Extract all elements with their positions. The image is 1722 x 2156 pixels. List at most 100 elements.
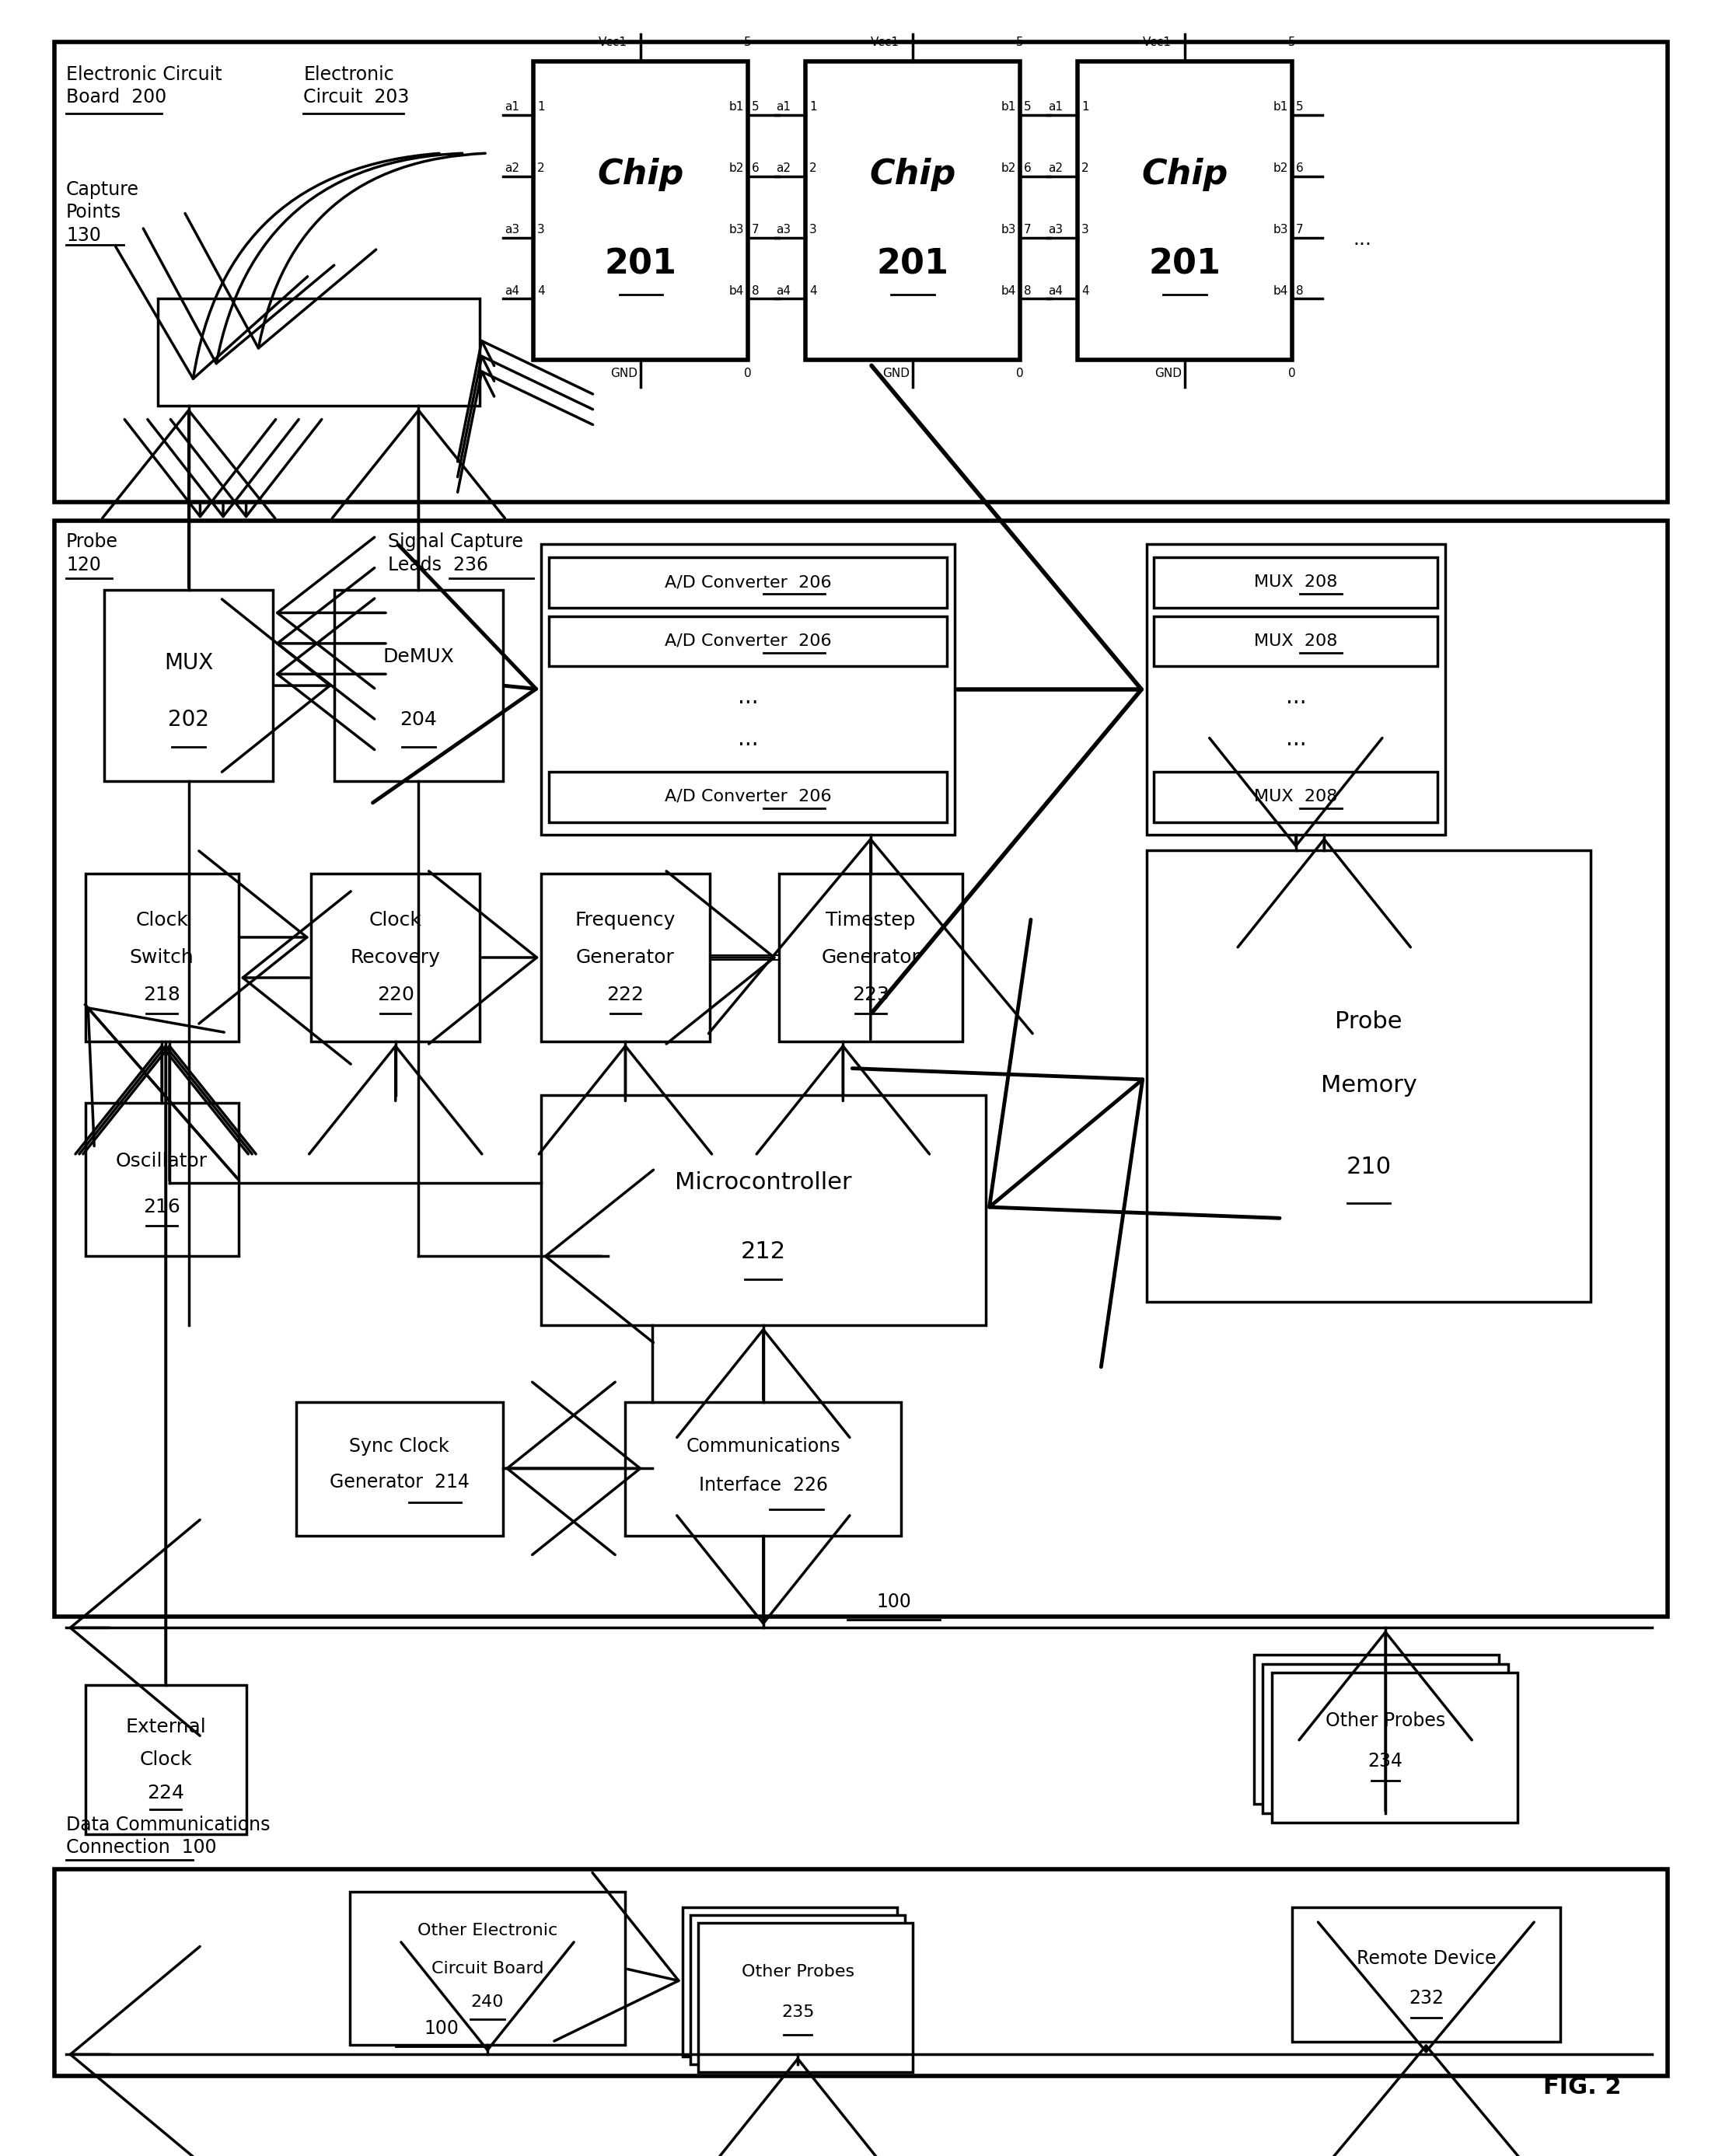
Text: Connection  100: Connection 100 — [65, 1839, 217, 1856]
Text: b3: b3 — [1000, 224, 1016, 235]
Bar — [84, 1686, 246, 1835]
Text: a2: a2 — [777, 162, 790, 175]
Bar — [541, 873, 709, 1041]
Text: Microcontroller: Microcontroller — [675, 1171, 852, 1194]
Text: Leads  236: Leads 236 — [387, 556, 487, 573]
Text: 224: 224 — [146, 1783, 184, 1802]
Text: Clock: Clock — [139, 1751, 193, 1770]
Text: Electronic Circuit: Electronic Circuit — [65, 65, 222, 84]
Bar — [697, 1923, 913, 2072]
Text: Remote Device: Remote Device — [1357, 1949, 1496, 1968]
Text: Signal Capture: Signal Capture — [387, 533, 523, 552]
Text: 218: 218 — [143, 985, 181, 1005]
Text: 100: 100 — [876, 1593, 911, 1611]
Text: 5: 5 — [1288, 37, 1295, 47]
Text: Other Probes: Other Probes — [742, 1964, 854, 1979]
Text: External: External — [126, 1718, 207, 1736]
Text: Probe: Probe — [65, 533, 119, 552]
Text: 204: 204 — [400, 711, 437, 729]
Text: 7: 7 — [1025, 224, 1031, 235]
Text: A/D Converter  206: A/D Converter 206 — [665, 789, 832, 804]
Text: b1: b1 — [1000, 101, 1016, 112]
Text: Generator: Generator — [577, 949, 675, 966]
Text: Chip: Chip — [1142, 157, 1228, 192]
Text: a1: a1 — [777, 101, 790, 112]
Bar — [1154, 617, 1438, 666]
Text: 3: 3 — [809, 224, 816, 235]
Text: Other Electronic: Other Electronic — [417, 1923, 558, 1938]
Text: Clock: Clock — [136, 912, 188, 929]
Bar — [1292, 1908, 1560, 2042]
Text: 212: 212 — [740, 1240, 785, 1263]
Text: 6: 6 — [1025, 162, 1031, 175]
Text: a4: a4 — [777, 285, 790, 298]
Text: Circuit  203: Circuit 203 — [303, 88, 410, 108]
Text: GND: GND — [610, 369, 637, 379]
Bar — [1273, 1673, 1517, 1822]
Text: 201: 201 — [604, 248, 677, 280]
Bar — [549, 772, 947, 821]
Text: 2: 2 — [809, 162, 816, 175]
Text: 8: 8 — [1025, 285, 1031, 298]
Text: a1: a1 — [505, 101, 518, 112]
Bar — [1154, 558, 1438, 608]
Bar — [778, 873, 963, 1041]
Bar — [549, 617, 947, 666]
Text: A/D Converter  206: A/D Converter 206 — [665, 634, 832, 649]
Text: a4: a4 — [1049, 285, 1062, 298]
Text: ...: ... — [1286, 729, 1307, 750]
Text: 5: 5 — [744, 37, 751, 47]
Bar — [105, 591, 272, 780]
Text: b1: b1 — [1273, 101, 1288, 112]
Text: MUX  208: MUX 208 — [1254, 634, 1338, 649]
Text: Communications: Communications — [685, 1436, 840, 1455]
Text: 216: 216 — [143, 1199, 181, 1216]
Bar — [625, 1401, 901, 1535]
Text: 5: 5 — [1016, 37, 1023, 47]
Text: 223: 223 — [852, 985, 889, 1005]
Bar — [549, 558, 947, 608]
Text: FIG. 2: FIG. 2 — [1543, 2076, 1622, 2098]
Text: b2: b2 — [1273, 162, 1288, 175]
Text: 202: 202 — [169, 709, 210, 731]
Text: 235: 235 — [782, 2005, 815, 2020]
Text: MUX: MUX — [164, 651, 214, 673]
Text: b3: b3 — [1273, 224, 1288, 235]
Text: ...: ... — [737, 686, 758, 707]
Text: MUX  208: MUX 208 — [1254, 789, 1338, 804]
Text: a4: a4 — [505, 285, 518, 298]
Text: Vcc1: Vcc1 — [599, 37, 627, 47]
Text: 120: 120 — [65, 556, 102, 573]
Text: Chip: Chip — [870, 157, 956, 192]
Text: Electronic: Electronic — [303, 65, 394, 84]
Text: 220: 220 — [377, 985, 413, 1005]
Text: 201: 201 — [1149, 248, 1221, 280]
Bar — [334, 591, 503, 780]
Text: 3: 3 — [537, 224, 544, 235]
Text: Oscillator: Oscillator — [115, 1151, 208, 1171]
Text: Vcc1: Vcc1 — [871, 37, 899, 47]
Text: 130: 130 — [65, 226, 102, 244]
Bar — [541, 543, 956, 834]
Text: Memory: Memory — [1321, 1074, 1417, 1097]
Text: Data Communications: Data Communications — [65, 1815, 270, 1835]
Text: a3: a3 — [1049, 224, 1062, 235]
Text: 8: 8 — [753, 285, 759, 298]
Text: 7: 7 — [753, 224, 759, 235]
Text: 7: 7 — [1297, 224, 1304, 235]
Text: ...: ... — [737, 729, 758, 750]
Text: Frequency: Frequency — [575, 912, 675, 929]
Bar — [55, 1869, 1667, 2076]
Text: 3: 3 — [1081, 224, 1088, 235]
Bar — [84, 873, 238, 1041]
Text: Chip: Chip — [598, 157, 684, 192]
Text: Points: Points — [65, 203, 121, 222]
Text: 222: 222 — [606, 985, 644, 1005]
Text: 0: 0 — [744, 369, 751, 379]
Bar — [691, 1915, 906, 2065]
Text: GND: GND — [882, 369, 909, 379]
Text: 4: 4 — [537, 285, 544, 298]
Text: Generator: Generator — [821, 949, 920, 966]
Text: Board  200: Board 200 — [65, 88, 167, 108]
Text: Probe: Probe — [1335, 1011, 1402, 1033]
